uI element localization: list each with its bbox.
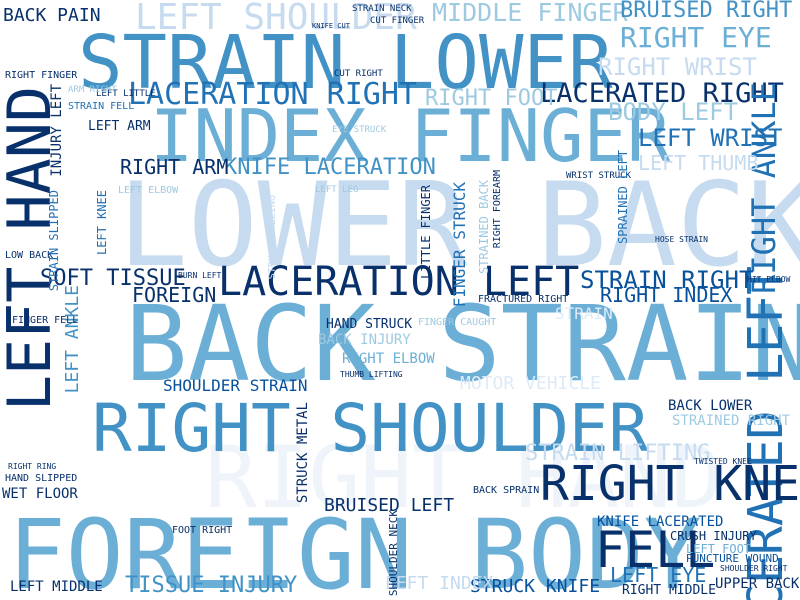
word-right-forearm: RIGHT FOREARM bbox=[492, 170, 503, 249]
word-upper-back: UPPER BACK bbox=[715, 576, 800, 592]
word-left-index: LEFT INDEX bbox=[385, 573, 494, 594]
word-shoulder-neck: SHOULDER NECK bbox=[387, 510, 400, 597]
word-left-thumb: LEFT THUMB bbox=[638, 151, 759, 175]
word-left-ankle: LEFT ANKLE bbox=[62, 285, 83, 394]
word-foreign-body: FOREIGN BODY bbox=[8, 499, 702, 600]
word-hose-strain: HOSE STRAIN bbox=[655, 235, 708, 244]
word-right-ankle: RIGHT ANKLE bbox=[745, 82, 783, 294]
word-back-lower: BACK LOWER bbox=[668, 398, 753, 414]
word-twisted-knee: TWISTED KNEE bbox=[694, 457, 752, 466]
word-laceration-left: LACERATION LEFT bbox=[218, 259, 580, 305]
word-left-shoulder: LEFT SHOULDER bbox=[135, 0, 417, 38]
word-strain: STRAIN bbox=[555, 304, 613, 323]
word-back-strain: BACK STRAIN bbox=[125, 283, 800, 405]
word-back-pain: BACK PAIN bbox=[3, 5, 101, 26]
word-right-middle: RIGHT MIDDLE bbox=[622, 583, 716, 598]
word-strain-lifting: STRAIN LIFTING bbox=[525, 441, 711, 466]
word-shoulder-strain: SHOULDER STRAIN bbox=[163, 376, 308, 395]
word-left-eye: LEFT EYE bbox=[610, 563, 707, 587]
word-hand-slipped: HAND SLIPPED bbox=[5, 473, 78, 484]
word-right-shoulder: RIGHT SHOULDER bbox=[92, 390, 649, 467]
word-arm-right: ARM RIGHT bbox=[68, 85, 117, 95]
word-burn-left: BURN LEFT bbox=[178, 271, 222, 280]
word-eye-struck: EYE STRUCK bbox=[332, 125, 387, 135]
word-back-sprain: BACK SPRAIN bbox=[473, 485, 540, 496]
word-left-arm: LEFT ARM bbox=[88, 119, 151, 134]
word-left-wrist: LEFT WRIST bbox=[638, 124, 783, 152]
word-right-hand: RIGHT HAND bbox=[205, 428, 723, 528]
word-wrist-struck: WRIST STRUCK bbox=[566, 171, 632, 181]
word-lacerated-right: LACERATED RIGHT bbox=[540, 78, 784, 109]
word-struck-metal: STRUCK METAL bbox=[295, 402, 311, 504]
word-strained-back: STRAINED BACK bbox=[477, 180, 491, 274]
word-left-elbow: LEFT ELBOW bbox=[118, 185, 179, 196]
word-cut-finger: CUT FINGER bbox=[370, 16, 425, 26]
word-shoulder-right: SHOULDER RIGHT bbox=[720, 564, 788, 573]
word-foot-right: FOOT RIGHT bbox=[172, 525, 233, 536]
word-left-knee: LEFT KNEE bbox=[95, 190, 109, 256]
word-hit-elbow: HIT ELBOW bbox=[747, 275, 791, 284]
word-middle-finger: MIDDLE FINGER bbox=[432, 0, 628, 27]
word-knife-laceration: KNIFE LACERATION bbox=[224, 155, 436, 180]
word-back-injury: BACK INJURY bbox=[318, 332, 411, 348]
word-crush-injury: CRUSH INJURY bbox=[670, 529, 757, 543]
word-left-leg: LEFT LEG bbox=[315, 185, 359, 195]
word-left-foot: LEFT FOOT bbox=[686, 542, 752, 556]
word-sprained-left: SPRAINED LEFT bbox=[616, 150, 630, 244]
word-knife-cut: KNIFE CUT bbox=[312, 22, 350, 30]
word-fell: FELL bbox=[595, 521, 716, 579]
word-bruised-right: BRUISED RIGHT bbox=[620, 0, 793, 23]
word-left-middle: LEFT MIDDLE bbox=[10, 579, 103, 595]
word-wet-floor: WET FLOOR bbox=[2, 486, 78, 502]
word-strain-fell: STRAIN FELL bbox=[68, 101, 135, 112]
word-finger-caught: FINGER CAUGHT bbox=[418, 317, 497, 328]
word-foreign: FOREIGN bbox=[132, 283, 217, 307]
word-cut-right: CUT RIGHT bbox=[334, 69, 383, 79]
word-right-knee: RIGHT KNEE bbox=[540, 456, 800, 512]
word-strain-slipped: STRAIN SLIPPED bbox=[47, 190, 61, 292]
word-tissue-injury: TISSUE INJURY bbox=[125, 573, 298, 598]
word-hand-struck: HAND STRUCK bbox=[326, 317, 413, 332]
word-finger-struck: FINGER STRUCK bbox=[450, 182, 469, 308]
word-puncture-wound: PUNCTURE WOUND bbox=[686, 552, 779, 565]
word-bruised-left: BRUISED LEFT bbox=[324, 495, 455, 516]
word-right-index: RIGHT INDEX bbox=[600, 283, 733, 307]
word-motor-vehicle: MOTOR VEHICLE bbox=[460, 373, 601, 394]
word-right-arm: RIGHT ARM bbox=[120, 155, 229, 179]
word-lower-back: LOWER BACK bbox=[118, 158, 800, 293]
word-left-little: LEFT LITTLE bbox=[96, 89, 156, 99]
word-struck-falling: STRUCK FALLING bbox=[267, 195, 278, 280]
word-thumb-lifting: THUMB LIFTING bbox=[340, 370, 403, 379]
word-injury-left: INJURY LEFT bbox=[49, 84, 65, 177]
word-body-left: BODY LEFT bbox=[608, 98, 739, 126]
word-index-finger: INDEX FINGER bbox=[150, 94, 671, 178]
word-right-finger: RIGHT FINGER bbox=[5, 70, 78, 81]
word-right-elbow: RIGHT ELBOW bbox=[342, 351, 435, 367]
word-right-foot: RIGHT FOOT bbox=[425, 86, 558, 111]
word-strain-right: STRAIN RIGHT bbox=[580, 266, 754, 294]
word-right-ring: RIGHT RING bbox=[8, 462, 57, 471]
word-right-wrist: RIGHT WRIST bbox=[598, 53, 757, 81]
word-laceration-right: LACERATION RIGHT bbox=[128, 77, 417, 112]
word-strain-neck: STRAIN NECK bbox=[352, 4, 412, 14]
word-soft-tissue: SOFT TISSUE bbox=[40, 266, 186, 291]
word-fractured-right: FRACTURED RIGHT bbox=[478, 294, 569, 305]
word-knife-lacerated: KNIFE LACERATED bbox=[597, 514, 724, 530]
word-finger-fell: FINGER FELL bbox=[12, 315, 79, 326]
word-low-back: LOW BACK bbox=[5, 250, 54, 261]
word-struck-knife: STRUCK KNIFE bbox=[470, 576, 601, 597]
word-strained-right: STRAINED RIGHT bbox=[672, 413, 791, 429]
word-strain-lower: STRAIN LOWER bbox=[78, 20, 613, 106]
word-little-finger: LITTLE FINGER bbox=[419, 185, 433, 279]
word-right-eye: RIGHT EYE bbox=[620, 21, 772, 54]
